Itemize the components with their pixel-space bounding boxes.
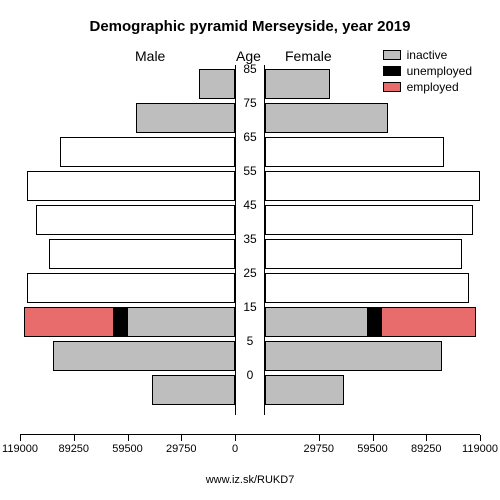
- x-axis-area: 1190008925059500297500297505950089250119…: [20, 435, 480, 465]
- chart-title: Demographic pyramid Merseyside, year 201…: [0, 18, 500, 35]
- age-label: 25: [235, 266, 265, 280]
- chart-area: 85 75 65 55 45 35 25 15 5 0: [20, 65, 480, 415]
- female-side: [265, 65, 480, 415]
- bar-segment-male-inactive: [136, 103, 235, 133]
- bar-segment-female-white: [265, 239, 462, 269]
- age-label: 65: [235, 130, 265, 144]
- x-tick: [426, 435, 427, 441]
- age-label: 75: [235, 96, 265, 110]
- center-gap: 85 75 65 55 45 35 25 15 5 0: [235, 65, 265, 415]
- age-label: 15: [235, 300, 265, 314]
- x-tick: [235, 435, 236, 441]
- bar-segment-male-white: [27, 171, 235, 201]
- bar-segment-male-white: [60, 137, 235, 167]
- x-tick-label: 59500: [112, 443, 143, 455]
- age-label: 5: [235, 334, 265, 348]
- age-label: 35: [235, 232, 265, 246]
- bar-segment-female-white: [265, 205, 473, 235]
- bar-segment-female-white: [265, 273, 469, 303]
- x-tick-label: 59500: [357, 443, 388, 455]
- x-tick-label: 0: [232, 443, 238, 455]
- x-tick: [20, 435, 21, 441]
- x-tick: [128, 435, 129, 441]
- bar-segment-male-white: [49, 239, 235, 269]
- male-side: [20, 65, 235, 415]
- bar-segment-male-inactive: [127, 307, 235, 337]
- legend-swatch: [383, 50, 401, 60]
- bar-segment-female-inactive: [265, 341, 442, 371]
- header-male: Male: [135, 48, 165, 64]
- bar-segment-female-employed: [381, 307, 477, 337]
- header-female: Female: [285, 48, 332, 64]
- x-tick-label: 89250: [58, 443, 89, 455]
- bar-segment-male-inactive: [53, 341, 235, 371]
- x-tick: [480, 435, 481, 441]
- x-tick: [181, 435, 182, 441]
- bar-segment-female-white: [265, 171, 480, 201]
- bar-segment-male-white: [36, 205, 235, 235]
- x-tick-label: 29750: [166, 443, 197, 455]
- x-tick-label: 119000: [462, 443, 498, 455]
- source-label: www.iz.sk/RUKD7: [0, 474, 500, 486]
- age-label: 85: [235, 62, 265, 76]
- legend-item: inactive: [383, 48, 472, 62]
- bar-segment-female-inactive: [265, 103, 388, 133]
- bar-segment-male-inactive: [199, 69, 235, 99]
- x-tick-label: 29750: [303, 443, 334, 455]
- x-tick: [373, 435, 374, 441]
- age-label: 45: [235, 198, 265, 212]
- bar-segment-male-unemployed: [114, 307, 127, 337]
- x-tick: [74, 435, 75, 441]
- x-tick-label: 89250: [411, 443, 442, 455]
- age-label: 55: [235, 164, 265, 178]
- legend-label: inactive: [407, 48, 448, 62]
- bar-segment-female-white: [265, 137, 444, 167]
- bar-segment-male-employed: [24, 307, 114, 337]
- x-tick: [319, 435, 320, 441]
- bar-segment-male-inactive: [152, 375, 235, 405]
- bar-segment-female-inactive: [265, 69, 330, 99]
- age-label: 0: [235, 368, 265, 382]
- bar-segment-female-inactive: [265, 307, 368, 337]
- bar-segment-male-white: [27, 273, 235, 303]
- bar-segment-female-unemployed: [368, 307, 381, 337]
- bar-segment-female-inactive: [265, 375, 344, 405]
- chart-container: Demographic pyramid Merseyside, year 201…: [0, 0, 500, 500]
- x-tick-label: 119000: [2, 443, 38, 455]
